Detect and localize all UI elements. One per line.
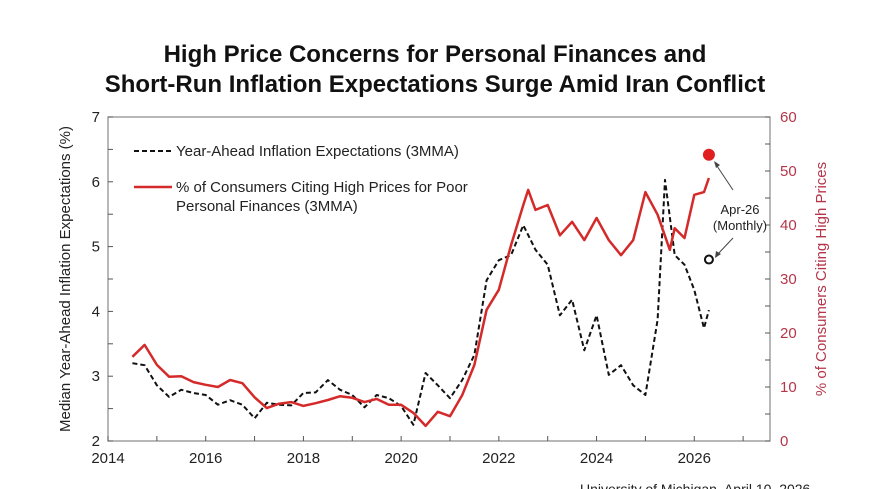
y-tick-label-left: 3 xyxy=(92,368,100,385)
plot-frame xyxy=(107,116,771,442)
x-tick-label: 2026 xyxy=(678,450,711,467)
annotation-arrowhead-up xyxy=(714,161,720,168)
y-tick-label-right: 60 xyxy=(780,109,797,126)
chart-title-line-1: High Price Concerns for Personal Finance… xyxy=(164,41,707,68)
series-line-inflation-expectations xyxy=(132,178,710,426)
chart-title-line-2: Short-Run Inflation Expectations Surge A… xyxy=(105,71,765,98)
series-line-high-prices xyxy=(131,177,711,428)
x-tick-label: 2022 xyxy=(482,450,515,467)
annotation-line-2: (Monthly) xyxy=(713,218,767,233)
annotation-arrow-up xyxy=(714,162,734,191)
annotation: Apr-26 (Monthly) xyxy=(713,161,767,258)
y-tick-label-right: 30 xyxy=(780,271,797,288)
x-tick-label: 2024 xyxy=(580,450,613,467)
y-tick-label-right: 0 xyxy=(780,433,788,450)
x-tick-label: 2014 xyxy=(91,450,124,467)
annotation-arrowhead-down xyxy=(715,251,721,258)
x-tick-label: 2018 xyxy=(287,450,320,467)
legend-label-high-prices-2: Personal Finances (3MMA) xyxy=(176,198,358,215)
legend: Year-Ahead Inflation Expectations (3MMA)… xyxy=(134,143,468,215)
legend-label-expectations: Year-Ahead Inflation Expectations (3MMA) xyxy=(176,143,459,160)
y-tick-label-right: 50 xyxy=(780,163,797,180)
monthly-point-high-prices xyxy=(702,148,715,161)
y-tick-label-left: 2 xyxy=(92,433,100,450)
y-tick-label-left: 6 xyxy=(92,174,100,191)
legend-label-high-prices-1: % of Consumers Citing High Prices for Po… xyxy=(176,179,468,196)
y-tick-label-right: 40 xyxy=(780,217,797,234)
x-tick-label: 2020 xyxy=(384,450,417,467)
annotation-line-1: Apr-26 xyxy=(720,202,759,217)
annotation-arrow-down xyxy=(716,237,734,256)
y-axis-label-right: % of Consumers Citing High Prices xyxy=(813,162,830,396)
y-tick-label-left: 4 xyxy=(92,303,100,320)
y-tick-label-right: 10 xyxy=(780,379,797,396)
y-tick-label-left: 7 xyxy=(92,109,100,126)
y-axis-label-left: Median Year-Ahead Inflation Expectations… xyxy=(57,126,74,432)
y-tick-label-right: 20 xyxy=(780,325,797,342)
source-note: University of Michigan, April 10, 2026 xyxy=(580,481,811,489)
x-tick-label: 2016 xyxy=(189,450,222,467)
y-tick-label-left: 5 xyxy=(92,239,100,256)
monthly-point-inflation-expectations xyxy=(703,254,714,265)
